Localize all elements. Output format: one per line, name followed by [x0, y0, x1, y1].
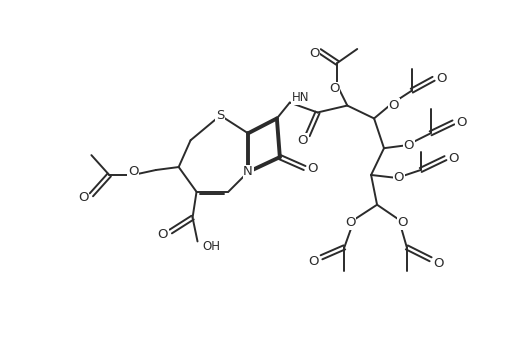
Text: N: N — [243, 166, 253, 179]
Text: O: O — [404, 139, 414, 152]
Text: O: O — [298, 134, 308, 147]
Text: O: O — [78, 191, 89, 204]
Text: HN: HN — [292, 91, 309, 104]
Text: O: O — [308, 161, 318, 174]
Text: O: O — [345, 216, 356, 229]
Text: O: O — [128, 166, 138, 179]
Text: O: O — [309, 255, 319, 268]
Text: O: O — [433, 257, 444, 270]
Text: O: O — [448, 152, 459, 165]
Text: S: S — [216, 109, 224, 122]
Text: O: O — [157, 228, 168, 241]
Text: O: O — [309, 48, 320, 61]
Text: O: O — [397, 216, 408, 229]
Text: O: O — [329, 82, 339, 95]
Text: S: S — [216, 109, 224, 122]
Text: OH: OH — [202, 240, 221, 253]
Text: O: O — [394, 171, 404, 184]
Text: N: N — [243, 166, 253, 179]
Text: O: O — [436, 72, 447, 85]
Text: O: O — [456, 116, 467, 129]
Text: O: O — [389, 99, 399, 112]
